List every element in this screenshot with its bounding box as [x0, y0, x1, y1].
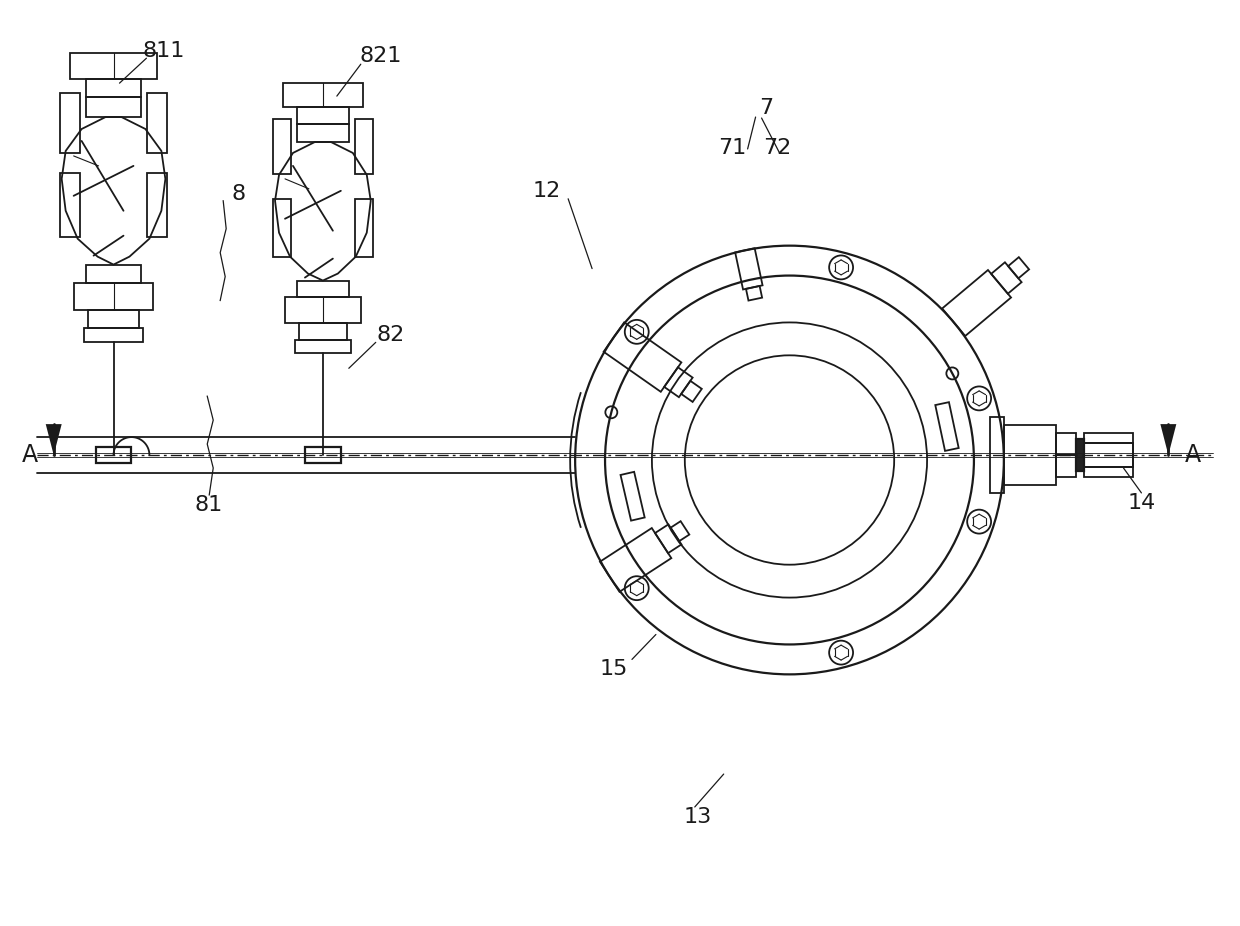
- Bar: [60, 173, 79, 237]
- Bar: [990, 417, 1004, 493]
- Text: 13: 13: [683, 807, 712, 827]
- Bar: [296, 281, 348, 297]
- Bar: [746, 286, 763, 301]
- Bar: [83, 329, 144, 343]
- Bar: [600, 528, 671, 592]
- Polygon shape: [1161, 424, 1177, 455]
- Text: 81: 81: [195, 494, 222, 515]
- Bar: [295, 341, 351, 354]
- Text: A: A: [1185, 443, 1202, 467]
- Bar: [942, 270, 1011, 336]
- Text: 14: 14: [1127, 493, 1156, 513]
- Bar: [620, 472, 645, 520]
- Bar: [69, 53, 157, 79]
- Bar: [296, 124, 348, 142]
- Bar: [283, 83, 363, 107]
- Bar: [735, 248, 763, 290]
- Text: 811: 811: [143, 42, 185, 61]
- Bar: [1055, 433, 1075, 477]
- Bar: [148, 94, 167, 153]
- Text: 7: 7: [759, 98, 774, 119]
- Bar: [299, 323, 347, 341]
- Bar: [355, 119, 373, 174]
- Text: 82: 82: [377, 325, 404, 345]
- Bar: [296, 107, 348, 124]
- Bar: [95, 447, 131, 463]
- Bar: [991, 262, 1022, 294]
- Bar: [604, 322, 681, 392]
- Bar: [655, 524, 682, 553]
- Bar: [305, 447, 341, 463]
- Text: 71: 71: [718, 138, 746, 158]
- Polygon shape: [46, 424, 62, 455]
- Text: 821: 821: [360, 46, 402, 67]
- Bar: [665, 368, 693, 397]
- Bar: [1084, 433, 1133, 477]
- Bar: [285, 297, 361, 323]
- Bar: [355, 199, 373, 257]
- Bar: [1008, 257, 1029, 279]
- Text: 8: 8: [231, 183, 246, 204]
- Bar: [935, 402, 959, 451]
- Bar: [86, 97, 141, 117]
- Bar: [1084, 443, 1133, 467]
- Bar: [60, 94, 79, 153]
- Bar: [86, 265, 141, 282]
- Bar: [273, 199, 291, 257]
- Text: 15: 15: [600, 659, 629, 680]
- Bar: [86, 79, 141, 97]
- Bar: [73, 282, 154, 310]
- Bar: [671, 521, 689, 541]
- Bar: [1075, 439, 1084, 471]
- Bar: [273, 119, 291, 174]
- Bar: [681, 381, 702, 402]
- Bar: [1004, 425, 1055, 485]
- Bar: [88, 310, 139, 329]
- Text: 12: 12: [532, 181, 560, 201]
- Text: A: A: [22, 443, 38, 467]
- Bar: [148, 173, 167, 237]
- Text: 72: 72: [764, 138, 791, 158]
